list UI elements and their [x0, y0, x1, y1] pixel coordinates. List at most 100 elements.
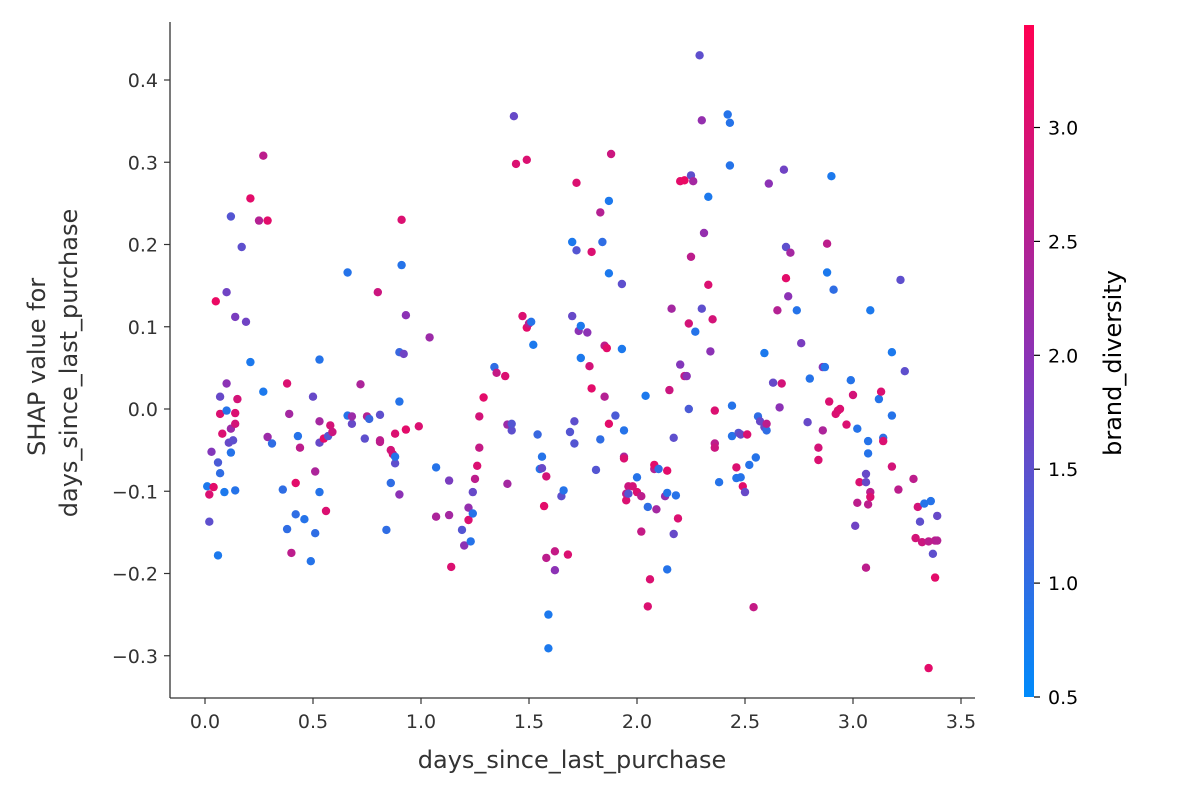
data-point: [663, 488, 672, 498]
data-point: [727, 401, 737, 410]
data-point: [233, 394, 242, 404]
data-point: [570, 439, 579, 448]
data-point: [492, 368, 501, 377]
data-point: [866, 492, 875, 502]
data-point: [537, 452, 547, 461]
data-point: [604, 419, 614, 428]
data-point: [226, 212, 236, 221]
data-point: [527, 317, 536, 326]
data-point: [293, 431, 303, 441]
data-point: [887, 348, 897, 357]
data-point: [241, 317, 251, 326]
data-point: [863, 449, 873, 458]
y-tick-label: −0.1: [112, 481, 158, 503]
colorbar-tick-label: 3.0: [1048, 118, 1078, 140]
data-point: [909, 474, 918, 484]
data-point: [835, 404, 845, 414]
data-point: [725, 118, 735, 128]
data-point: [926, 496, 935, 506]
data-point: [727, 431, 737, 441]
data-point: [669, 529, 678, 539]
data-point: [643, 502, 652, 512]
data-point: [933, 511, 942, 521]
data-point: [457, 525, 467, 535]
data-point: [604, 269, 614, 278]
data-point: [619, 454, 629, 463]
data-point: [861, 478, 871, 487]
colorbar-ticks: 0.5 1.0 1.5 2.0 2.5 3.0: [1034, 118, 1078, 709]
data-point: [468, 509, 477, 518]
data-point: [749, 603, 758, 612]
x-tick-label: 3.5: [946, 711, 976, 733]
data-point: [568, 237, 577, 247]
data-point: [697, 304, 706, 313]
data-point: [259, 387, 268, 396]
data-point: [285, 409, 294, 419]
data-point: [401, 311, 411, 320]
data-point: [680, 176, 689, 185]
data-point: [231, 312, 240, 322]
data-point: [887, 462, 897, 471]
data-point: [205, 517, 214, 526]
data-point: [401, 425, 411, 434]
data-point: [507, 419, 516, 428]
data-point: [762, 419, 771, 428]
data-point: [879, 436, 888, 446]
data-point: [537, 464, 547, 473]
data-point: [797, 339, 806, 348]
data-point: [326, 421, 335, 430]
data-point: [686, 252, 696, 261]
data-point: [704, 192, 713, 201]
data-point: [386, 478, 395, 488]
data-point: [315, 487, 324, 497]
data-point: [390, 452, 400, 461]
data-point: [855, 478, 864, 487]
data-point: [203, 482, 212, 491]
data-point: [507, 426, 516, 435]
data-point: [920, 499, 929, 508]
data-point: [470, 474, 480, 484]
data-point: [697, 116, 706, 125]
data-point: [673, 514, 683, 523]
data-point: [842, 420, 851, 429]
data-point: [397, 215, 406, 224]
data-point: [397, 260, 406, 270]
data-point: [861, 563, 871, 572]
data-point: [475, 412, 484, 421]
data-point: [468, 487, 477, 497]
data-point: [570, 417, 579, 426]
data-point: [444, 476, 454, 485]
data-point: [853, 498, 862, 507]
data-point: [282, 379, 292, 388]
colorbar-title: brand_diversity: [1099, 270, 1127, 456]
data-point: [282, 524, 292, 534]
data-point: [699, 228, 709, 238]
data-point: [652, 505, 661, 514]
data-point: [278, 485, 287, 494]
data-point: [237, 242, 246, 252]
data-point: [591, 465, 601, 475]
x-tick-label: 0.0: [190, 711, 220, 733]
data-point: [745, 460, 754, 470]
data-point: [228, 436, 238, 445]
data-point: [464, 515, 473, 525]
data-point: [827, 172, 836, 181]
data-point: [900, 367, 909, 376]
data-point: [773, 306, 782, 315]
data-point: [550, 547, 560, 556]
data-point: [863, 436, 873, 446]
data-point: [822, 268, 832, 277]
data-point: [641, 391, 650, 400]
data-point: [315, 417, 324, 426]
data-point: [576, 321, 585, 331]
data-point: [231, 419, 240, 428]
data-point: [315, 355, 324, 364]
data-point: [568, 311, 577, 321]
data-point: [911, 533, 920, 543]
data-point: [576, 353, 585, 363]
data-point: [375, 410, 385, 419]
data-point: [740, 487, 750, 497]
x-tick-label: 2.5: [730, 711, 760, 733]
data-point: [375, 437, 385, 447]
data-point: [755, 417, 765, 426]
